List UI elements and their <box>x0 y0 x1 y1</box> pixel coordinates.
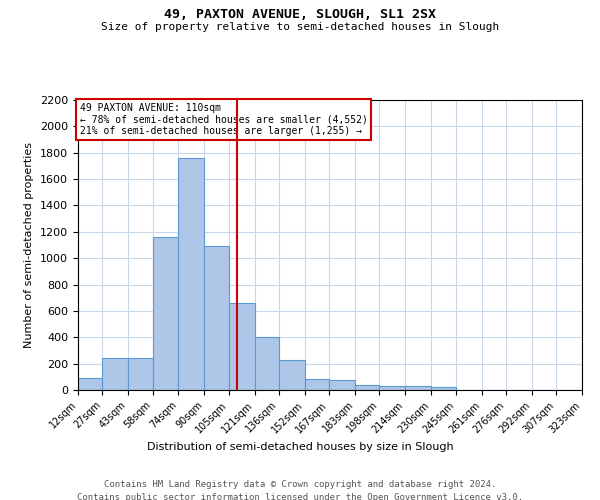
Bar <box>128 358 152 390</box>
Bar <box>152 237 178 390</box>
Bar <box>229 303 254 390</box>
Text: 49, PAXTON AVENUE, SLOUGH, SL1 2SX: 49, PAXTON AVENUE, SLOUGH, SL1 2SX <box>164 8 436 20</box>
Bar <box>78 378 103 390</box>
Bar <box>279 360 305 390</box>
Bar <box>178 158 205 390</box>
Bar <box>431 388 455 390</box>
Text: Distribution of semi-detached houses by size in Slough: Distribution of semi-detached houses by … <box>146 442 454 452</box>
Y-axis label: Number of semi-detached properties: Number of semi-detached properties <box>25 142 34 348</box>
Bar <box>406 386 431 390</box>
Text: Size of property relative to semi-detached houses in Slough: Size of property relative to semi-detach… <box>101 22 499 32</box>
Bar <box>254 338 279 390</box>
Bar <box>103 358 128 390</box>
Text: 49 PAXTON AVENUE: 110sqm
← 78% of semi-detached houses are smaller (4,552)
21% o: 49 PAXTON AVENUE: 110sqm ← 78% of semi-d… <box>80 102 367 136</box>
Bar <box>355 384 379 390</box>
Bar <box>329 380 355 390</box>
Text: Contains HM Land Registry data © Crown copyright and database right 2024.: Contains HM Land Registry data © Crown c… <box>104 480 496 489</box>
Bar <box>379 386 406 390</box>
Bar <box>305 380 329 390</box>
Bar <box>205 246 229 390</box>
Text: Contains public sector information licensed under the Open Government Licence v3: Contains public sector information licen… <box>77 492 523 500</box>
